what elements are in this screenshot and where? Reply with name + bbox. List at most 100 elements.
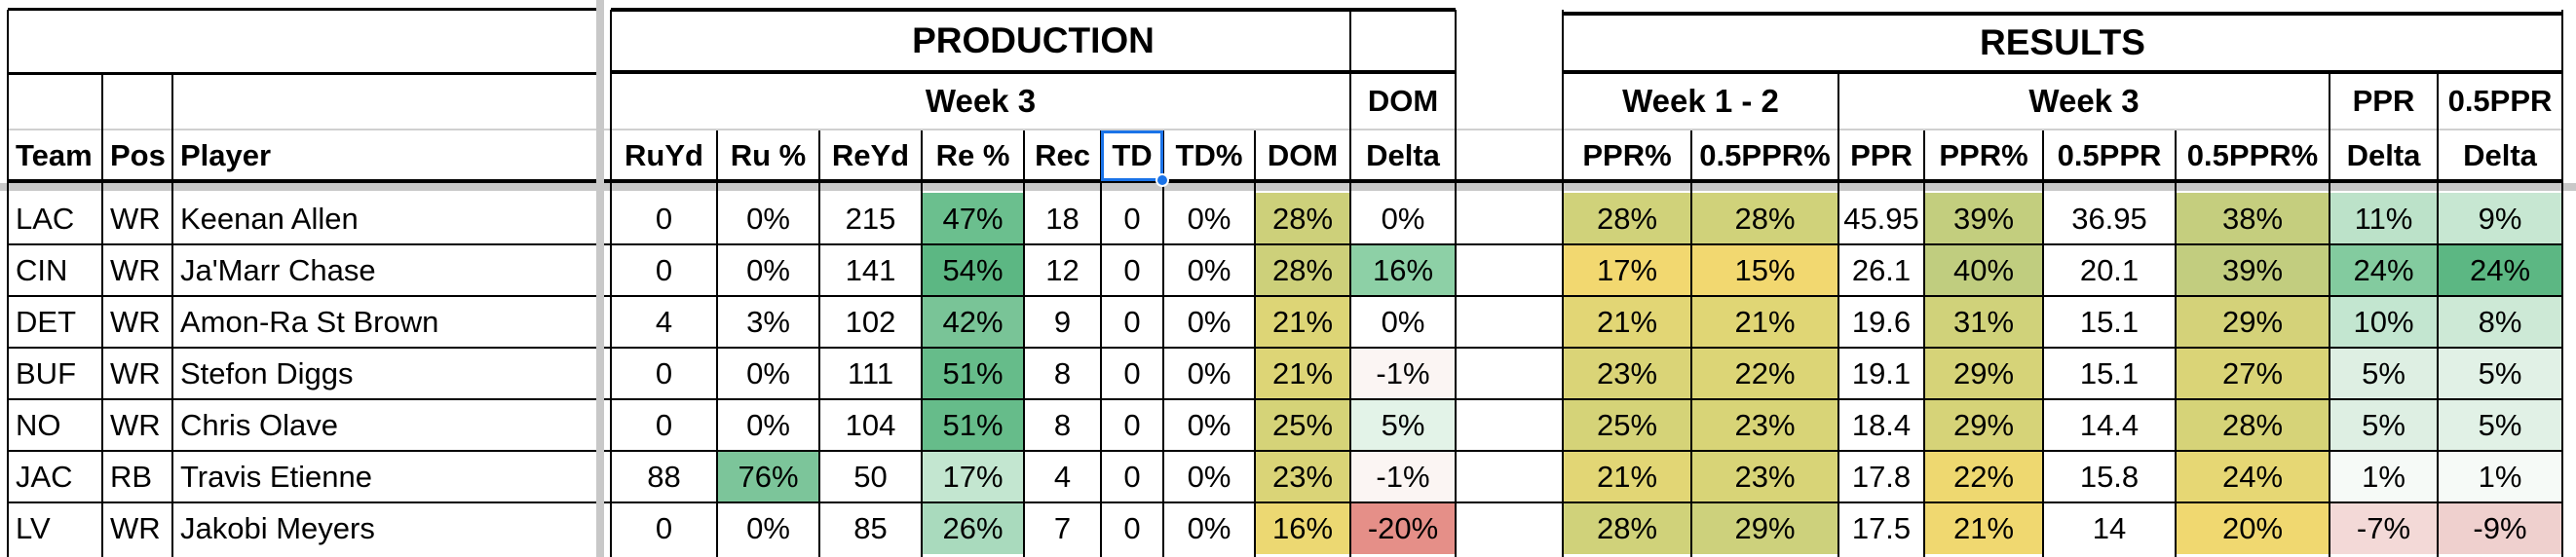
selected-cell-td-header[interactable] (1101, 130, 1163, 181)
cell-w3half[interactable]: 15.1 (2079, 304, 2140, 339)
cell-reyd[interactable]: 102 (845, 304, 896, 339)
cell-team[interactable]: CIN (16, 252, 68, 287)
cell-domdelta[interactable]: -20% (1350, 502, 1456, 554)
cell-domdelta[interactable]: 0% (1350, 193, 1456, 244)
cell-w3pprpct[interactable]: 40% (1924, 244, 2043, 296)
cell-w3pprpct[interactable]: 21% (1924, 502, 2043, 554)
cell-rec[interactable]: 7 (1053, 510, 1072, 545)
cell-w3pprpct[interactable]: 29% (1924, 399, 2043, 451)
cell-pos[interactable]: RB (110, 459, 153, 494)
cell-team[interactable]: LV (16, 510, 51, 545)
cell-w12half[interactable]: 21% (1691, 296, 1838, 348)
cell-w3halfpct[interactable]: 27% (2176, 348, 2330, 399)
cell-halfdelta[interactable]: 24% (2438, 244, 2562, 296)
cell-w12ppr[interactable]: 25% (1563, 399, 1691, 451)
cell-w12half[interactable]: 23% (1691, 399, 1838, 451)
cell-blank[interactable] (1456, 502, 1563, 554)
cell-w12half[interactable]: 23% (1691, 451, 1838, 502)
cell-w3half[interactable]: 36.95 (2071, 201, 2147, 236)
cell-pprdelta[interactable]: 1% (2330, 451, 2438, 502)
cell-pos[interactable]: WR (110, 304, 161, 339)
cell-domdelta[interactable]: -1% (1350, 348, 1456, 399)
cell-w3ppr[interactable]: 19.6 (1851, 304, 1912, 339)
cell-reyd[interactable]: 85 (853, 510, 888, 545)
cell-dom[interactable]: 16% (1255, 502, 1350, 554)
cell-repct[interactable]: 51% (922, 399, 1024, 451)
cell-pprdelta[interactable]: -7% (2330, 502, 2438, 554)
cell-w3halfpct[interactable]: 24% (2176, 451, 2330, 502)
cell-w12half[interactable]: 29% (1691, 502, 1838, 554)
cell-player[interactable]: Stefon Diggs (180, 355, 354, 390)
cell-domdelta[interactable]: -1% (1350, 451, 1456, 502)
cell-repct[interactable]: 17% (922, 451, 1024, 502)
cell-rec[interactable]: 8 (1053, 355, 1072, 390)
cell-pprdelta[interactable]: 24% (2330, 244, 2438, 296)
cell-player[interactable]: Keenan Allen (180, 201, 359, 236)
cell-tdpct[interactable]: 0% (1187, 304, 1231, 339)
cell-w12ppr[interactable]: 17% (1563, 244, 1691, 296)
cell-player[interactable]: Chris Olave (180, 407, 338, 442)
cell-blank[interactable] (1456, 399, 1563, 451)
cell-w3ppr[interactable]: 17.5 (1851, 510, 1912, 545)
cell-w3half[interactable]: 14.4 (2079, 407, 2140, 442)
cell-player[interactable]: Travis Etienne (180, 459, 372, 494)
cell-halfdelta[interactable]: -9% (2438, 502, 2562, 554)
cell-repct[interactable]: 42% (922, 296, 1024, 348)
cell-w3ppr[interactable]: 26.1 (1851, 252, 1912, 287)
cell-pprdelta[interactable]: 5% (2330, 399, 2438, 451)
cell-w12half[interactable]: 15% (1691, 244, 1838, 296)
cell-reyd[interactable]: 50 (853, 459, 888, 494)
cell-dom[interactable]: 21% (1255, 296, 1350, 348)
cell-tdpct[interactable]: 0% (1187, 252, 1231, 287)
cell-w3halfpct[interactable]: 39% (2176, 244, 2330, 296)
cell-team[interactable]: NO (16, 407, 61, 442)
cell-blank[interactable] (1456, 348, 1563, 399)
cell-w12ppr[interactable]: 28% (1563, 193, 1691, 244)
cell-ruyd[interactable]: 4 (655, 304, 673, 339)
cell-domdelta[interactable]: 5% (1350, 399, 1456, 451)
cell-team[interactable]: BUF (16, 355, 76, 390)
cell-w12ppr[interactable]: 28% (1563, 502, 1691, 554)
cell-halfdelta[interactable]: 8% (2438, 296, 2562, 348)
cell-w12ppr[interactable]: 23% (1563, 348, 1691, 399)
cell-tdpct[interactable]: 0% (1187, 201, 1231, 236)
cell-blank[interactable] (1456, 296, 1563, 348)
cell-w3halfpct[interactable]: 29% (2176, 296, 2330, 348)
cell-reyd[interactable]: 104 (845, 407, 896, 442)
cell-halfdelta[interactable]: 5% (2438, 348, 2562, 399)
cell-dom[interactable]: 23% (1255, 451, 1350, 502)
cell-player[interactable]: Jakobi Meyers (180, 510, 375, 545)
cell-dom[interactable]: 21% (1255, 348, 1350, 399)
cell-w3half[interactable]: 14 (2092, 510, 2127, 545)
cell-pos[interactable]: WR (110, 201, 161, 236)
cell-ruyd[interactable]: 0 (655, 407, 673, 442)
cell-player[interactable]: Amon-Ra St Brown (180, 304, 439, 339)
cell-rupct[interactable]: 0% (746, 355, 790, 390)
cell-td[interactable]: 0 (1123, 459, 1141, 494)
cell-rupct[interactable]: 3% (746, 304, 790, 339)
cell-tdpct[interactable]: 0% (1187, 355, 1231, 390)
cell-pos[interactable]: WR (110, 510, 161, 545)
cell-pprdelta[interactable]: 5% (2330, 348, 2438, 399)
cell-td[interactable]: 0 (1123, 252, 1141, 287)
cell-td[interactable]: 0 (1123, 407, 1141, 442)
cell-pprdelta[interactable]: 11% (2330, 193, 2438, 244)
cell-rupct[interactable]: 0% (746, 201, 790, 236)
cell-w12ppr[interactable]: 21% (1563, 296, 1691, 348)
cell-w3half[interactable]: 15.1 (2079, 355, 2140, 390)
cell-td[interactable]: 0 (1123, 201, 1141, 236)
cell-ruyd[interactable]: 0 (655, 355, 673, 390)
cell-rec[interactable]: 12 (1045, 252, 1080, 287)
cell-tdpct[interactable]: 0% (1187, 459, 1231, 494)
cell-halfdelta[interactable]: 9% (2438, 193, 2562, 244)
cell-w3half[interactable]: 20.1 (2079, 252, 2140, 287)
cell-w3ppr[interactable]: 19.1 (1851, 355, 1912, 390)
cell-dom[interactable]: 25% (1255, 399, 1350, 451)
cell-w3pprpct[interactable]: 39% (1924, 193, 2043, 244)
cell-team[interactable]: JAC (16, 459, 73, 494)
cell-reyd[interactable]: 215 (845, 201, 896, 236)
cell-dom[interactable]: 28% (1255, 193, 1350, 244)
cell-w3halfpct[interactable]: 28% (2176, 399, 2330, 451)
cell-team[interactable]: DET (16, 304, 76, 339)
